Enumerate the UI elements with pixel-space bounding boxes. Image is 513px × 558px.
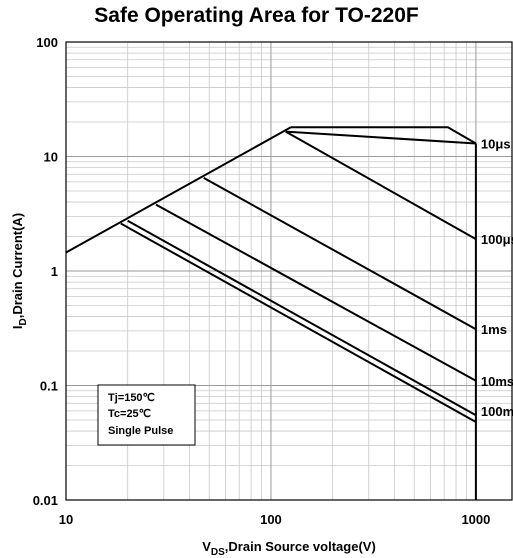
pulse-line-unlabeled bbox=[120, 222, 477, 423]
chart-title: Safe Operating Area for TO-220F bbox=[94, 4, 419, 27]
pulse-lines bbox=[120, 130, 477, 423]
pulse-line-100s bbox=[285, 130, 477, 240]
condition-tj: Tj=150℃ bbox=[108, 392, 155, 404]
pulse-labels: 10μs 100μs 1ms 10ms 100ms bbox=[481, 136, 513, 418]
condition-tc: Tc=25℃ bbox=[108, 408, 151, 420]
x-tick-labels: 10 100 1000 bbox=[59, 512, 491, 527]
pulse-line-100ms bbox=[127, 219, 477, 417]
pulse-line-10s bbox=[285, 130, 476, 145]
y-tick-label: 100 bbox=[36, 35, 58, 50]
y-tick-label: 10 bbox=[44, 150, 58, 165]
condition-pulse: Single Pulse bbox=[108, 425, 173, 437]
pulse-label-10s: 10μs bbox=[481, 136, 511, 151]
x-tick-label: 1000 bbox=[461, 512, 490, 527]
conditions-box: Tj=150℃ Tc=25℃ Single Pulse bbox=[97, 384, 196, 446]
pulse-line-1ms bbox=[203, 177, 477, 331]
y-axis-label-sub: D bbox=[18, 318, 29, 325]
current-limit-line bbox=[290, 126, 477, 145]
y-axis-label-main: I bbox=[10, 326, 25, 330]
pulse-label-1ms: 1ms bbox=[481, 322, 507, 337]
pulse-line-10ms bbox=[155, 203, 477, 382]
y-tick-label: 0.01 bbox=[33, 493, 58, 508]
y-tick-label: 0.1 bbox=[40, 379, 58, 394]
soa-boundary bbox=[65, 126, 477, 500]
x-axis-label-main: V bbox=[202, 539, 211, 554]
pulse-label-10ms: 10ms bbox=[481, 374, 513, 389]
x-axis-label-rest: ,Drain Source voltage(V) bbox=[225, 539, 376, 554]
x-tick-label: 100 bbox=[260, 512, 282, 527]
plot-frame bbox=[65, 41, 513, 501]
x-axis-label: VDS,Drain Source voltage(V) bbox=[202, 539, 376, 558]
pulse-label-100s: 100μs bbox=[481, 232, 513, 247]
y-tick-labels: 0.01 0.1 1 10 100 bbox=[33, 35, 58, 508]
x-tick-label: 10 bbox=[59, 512, 73, 527]
conditions-box-border bbox=[97, 384, 196, 446]
y-axis-label: ID,Drain Current(A) bbox=[10, 213, 29, 329]
y-tick-label: 1 bbox=[51, 264, 58, 279]
pulse-label-100ms: 100ms bbox=[481, 404, 513, 419]
y-axis-label-rest: ,Drain Current(A) bbox=[10, 213, 25, 318]
x-axis-label-sub: DS bbox=[211, 547, 225, 558]
rds-on-limit-line bbox=[65, 126, 292, 254]
